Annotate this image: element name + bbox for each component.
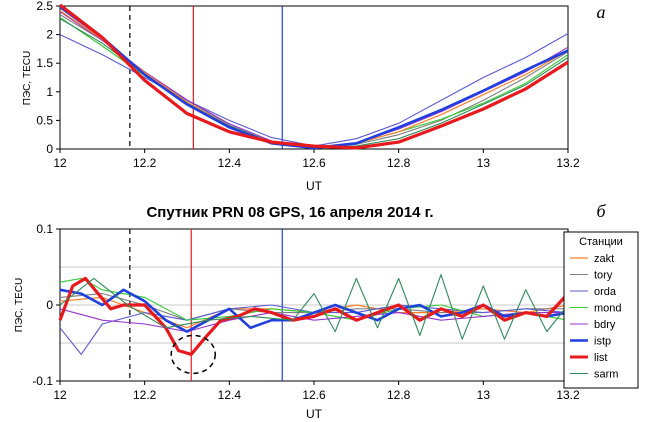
y-tick-label: 0.5 [36, 113, 53, 127]
x-tick-label: 12.6 [302, 156, 326, 170]
series-line-tory [59, 14, 569, 149]
legend-label-bdry: bdry [594, 319, 616, 331]
y-ticks-a: 0 0.5 1 1.5 2 2.5 [36, 0, 60, 156]
series-line-mond [59, 16, 569, 149]
x-tick-label: 12.6 [302, 388, 326, 402]
legend-title: Станции [579, 236, 623, 248]
panel-b: Спутник PRN 08 GPS, 16 апреля 2014 г. б … [14, 201, 639, 421]
x-tick-label: 13.2 [556, 388, 580, 402]
series-a [59, 3, 569, 150]
legend-label-istp: istp [594, 336, 611, 348]
legend-label-list: list [594, 352, 607, 364]
series-line-orda [59, 33, 569, 147]
legend-label-mond: mond [594, 303, 622, 315]
x-tick-label: 13.2 [556, 156, 580, 170]
x-tick-label: 12.8 [387, 388, 411, 402]
panel-a: 0 0.5 1 1.5 2 2.5 12 12.2 12.4 12.6 12.8 13 13.2 ПЭ… [22, 0, 606, 193]
y-tick-label: -0.1 [32, 374, 53, 388]
x-tick-label: 13 [477, 388, 491, 402]
legend-label-orda: orda [594, 286, 617, 298]
panel-label-a: а [597, 2, 606, 22]
x-tick-label: 13 [477, 156, 491, 170]
series-line-bdry [59, 11, 569, 148]
y-tick-label: 0 [46, 298, 53, 312]
legend-items: zakt tory orda mond bdry istp list sarm [570, 253, 622, 381]
annotation-b [170, 334, 216, 375]
series-line-orda [59, 304, 569, 355]
chart-title: Спутник PRN 08 GPS, 16 апреля 2014 г. [146, 204, 433, 221]
x-tick-label: 12 [53, 156, 67, 170]
series-line-sarm [59, 18, 569, 149]
x-axis-label-a: UT [306, 179, 323, 193]
time-markers-a [129, 6, 283, 149]
series-line-bdry [59, 308, 568, 333]
panel-label-b: б [596, 201, 606, 221]
x-tick-label: 12 [53, 388, 67, 402]
y-tick-label: 2 [46, 28, 53, 42]
x-tick-label: 12.2 [133, 388, 157, 402]
legend-label-zakt: zakt [594, 253, 614, 265]
y-tick-label: 2.5 [36, 0, 53, 13]
x-ticks-a: 12 12.2 12.4 12.6 12.8 13 13.2 [53, 149, 580, 170]
x-tick-label: 12.4 [218, 156, 242, 170]
y-tick-label: 0.1 [36, 222, 53, 236]
x-ticks-b: 12 12.2 12.4 12.6 12.8 13 13.2 [53, 381, 580, 402]
y-tick-label: 1.5 [36, 56, 53, 70]
y-ticks-b: -0.1 0 0.1 [32, 222, 60, 388]
series-line-sarm [59, 274, 569, 340]
series-line-list [58, 276, 570, 356]
y-tick-label: 0 [46, 142, 53, 156]
legend-label-tory: tory [594, 270, 613, 282]
x-axis-label-b: UT [306, 407, 323, 421]
legend: Станции zakt tory orda mond bdry istp list sarm [563, 231, 639, 389]
x-tick-label: 12.8 [387, 156, 411, 170]
plot-area-a [59, 5, 569, 150]
series-line-zakt [59, 10, 569, 149]
y-tick-label: 1 [46, 85, 53, 99]
dashed-circle-annotation [170, 334, 216, 375]
y-axis-label-b: ПЭС, TECU [14, 278, 25, 332]
series-line-list [59, 3, 569, 150]
x-tick-label: 12.4 [218, 388, 242, 402]
series-line-istp [59, 6, 569, 150]
series-b [58, 274, 570, 356]
y-axis-label-a: ПЭС, TECU [22, 51, 33, 105]
legend-label-sarm: sarm [594, 369, 618, 381]
x-tick-label: 12.2 [133, 156, 157, 170]
